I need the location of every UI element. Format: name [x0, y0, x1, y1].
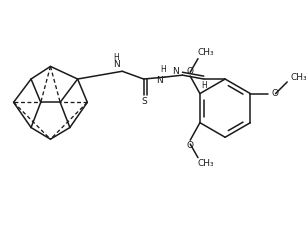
Text: N: N	[156, 76, 162, 86]
Text: O: O	[187, 140, 194, 149]
Text: H: H	[201, 81, 207, 90]
Text: N: N	[172, 67, 178, 76]
Text: H: H	[114, 53, 119, 62]
Text: O: O	[272, 89, 279, 98]
Text: O: O	[187, 67, 194, 76]
Text: CH₃: CH₃	[197, 159, 214, 168]
Text: H: H	[160, 65, 166, 74]
Text: CH₃: CH₃	[290, 73, 306, 82]
Text: S: S	[142, 97, 147, 106]
Text: N: N	[113, 60, 120, 69]
Text: CH₃: CH₃	[197, 48, 214, 57]
